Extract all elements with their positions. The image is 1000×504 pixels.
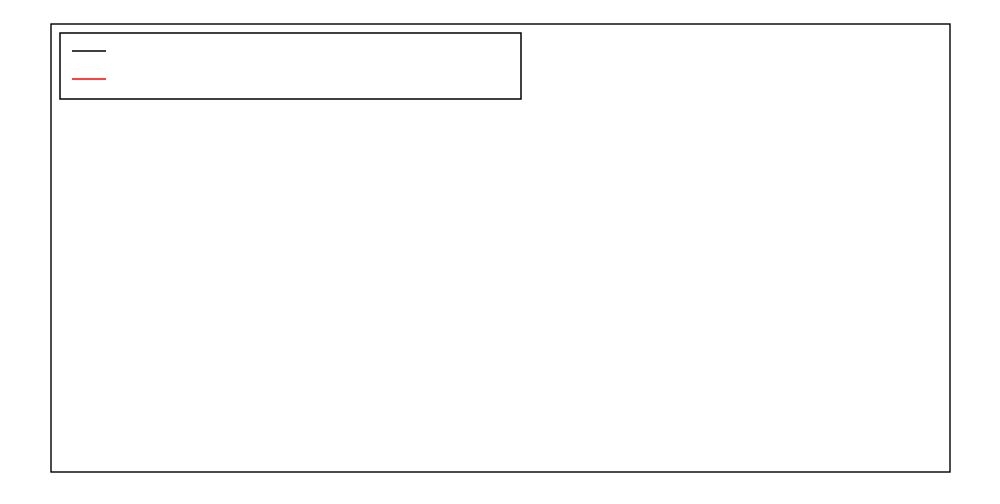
- plot-frame: [50, 23, 951, 473]
- legend-box: [59, 32, 522, 100]
- legend: [59, 32, 522, 100]
